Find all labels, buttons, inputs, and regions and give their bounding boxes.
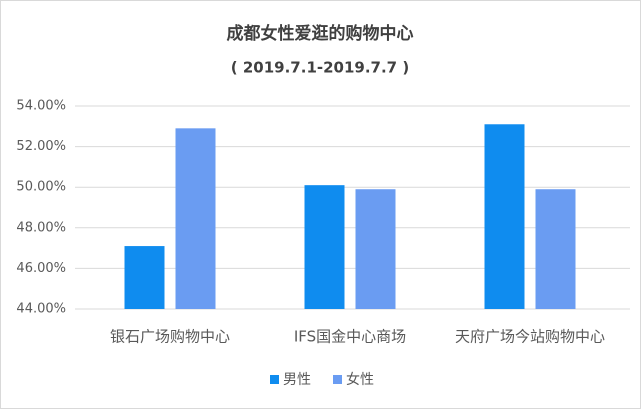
- chart-title: 成都女性爱逛的购物中心: [227, 23, 414, 44]
- bar: [175, 128, 216, 309]
- y-tick-label: 52.00%: [16, 139, 66, 154]
- y-tick-label: 48.00%: [16, 220, 66, 235]
- legend-label: 女性: [346, 371, 374, 388]
- bar: [124, 246, 165, 309]
- chart-subtitle: ( 2019.7.1-2019.7.7 ): [231, 59, 409, 77]
- y-tick-label: 46.00%: [16, 261, 66, 276]
- y-tick-label: 44.00%: [16, 302, 66, 317]
- bar: [484, 124, 525, 310]
- y-tick-label: 50.00%: [16, 180, 66, 195]
- bar: [535, 189, 576, 309]
- bar: [355, 189, 396, 309]
- bar: [304, 185, 345, 309]
- y-tick-label: 54.00%: [16, 99, 66, 114]
- x-tick-label: 天府广场今站购物中心: [455, 328, 605, 346]
- legend-swatch: [333, 375, 342, 384]
- legend-swatch: [270, 375, 279, 384]
- x-tick-label: 银石广场购物中心: [110, 328, 230, 346]
- x-tick-label: IFS国金中心商场: [294, 328, 406, 346]
- legend-label: 男性: [283, 372, 311, 388]
